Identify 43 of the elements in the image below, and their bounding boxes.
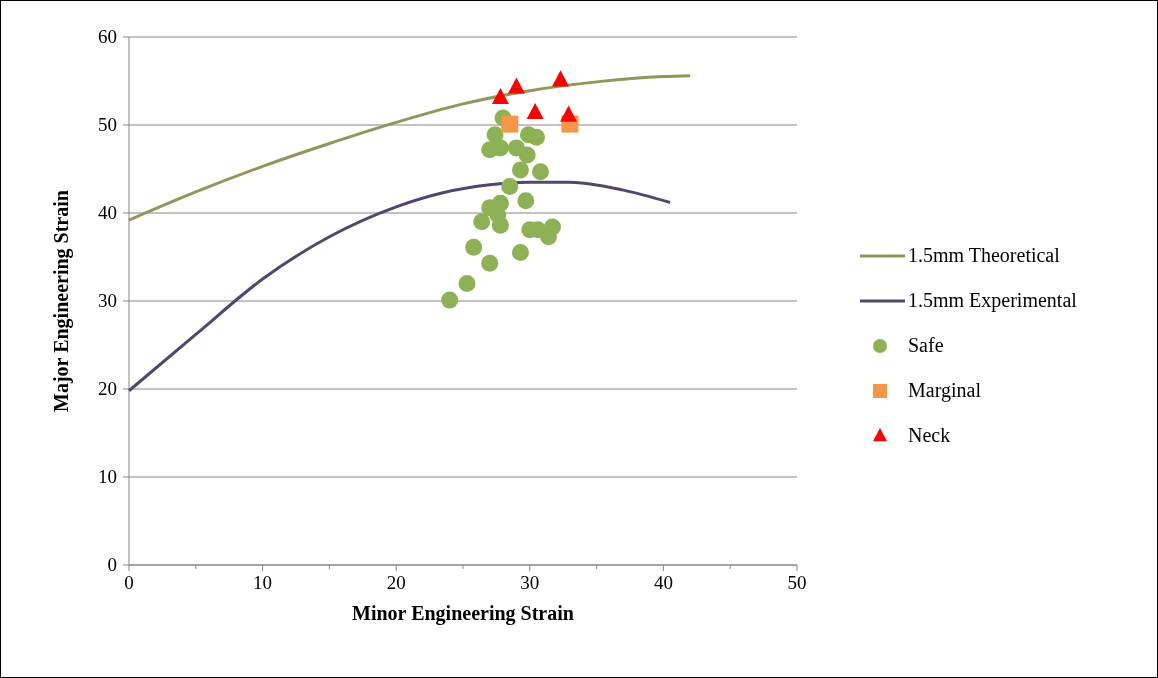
- point: [491, 194, 509, 212]
- point: [473, 213, 491, 231]
- point: [501, 178, 519, 196]
- y-tick-label: 40: [98, 202, 117, 223]
- legend-label: Safe: [908, 334, 944, 356]
- x-axis-title: Minor Engineering Strain: [352, 602, 574, 625]
- point: [531, 163, 549, 181]
- y-tick-label: 30: [98, 290, 117, 311]
- point: [507, 77, 525, 94]
- point: [458, 274, 476, 292]
- point: [465, 238, 483, 256]
- point: [511, 161, 529, 179]
- x-tick-label: 20: [386, 572, 406, 593]
- x-tick-label: 10: [253, 572, 273, 593]
- x-tick-label: 0: [124, 572, 134, 593]
- point: [517, 192, 535, 210]
- legend-label: Marginal: [908, 379, 982, 402]
- y-axis-title: Major Engineering Strain: [50, 190, 73, 412]
- y-tick-label: 10: [98, 466, 117, 487]
- y-tick-label: 20: [98, 378, 117, 399]
- line-series: [127, 180, 672, 393]
- point: [491, 87, 509, 105]
- point: [526, 102, 544, 120]
- point: [501, 115, 519, 133]
- x-tick-label: 40: [653, 572, 673, 593]
- x-tick-label: 50: [787, 572, 807, 593]
- point: [481, 254, 499, 272]
- legend-label: Neck: [908, 424, 951, 446]
- point: [491, 216, 509, 234]
- line-series: [127, 74, 692, 222]
- point: [511, 244, 529, 262]
- point: [544, 218, 562, 236]
- point: [560, 105, 578, 122]
- y-tick-label: 0: [107, 554, 117, 575]
- y-tick-label: 60: [98, 26, 117, 47]
- point: [507, 139, 525, 157]
- point: [486, 126, 504, 144]
- y-tick-label: 50: [98, 114, 117, 135]
- legend-label: 1.5mm Theoretical: [908, 244, 1061, 266]
- legend-label: 1.5mm Experimental: [908, 289, 1078, 312]
- point: [441, 291, 459, 309]
- point: [552, 70, 570, 87]
- x-tick-label: 30: [520, 572, 540, 593]
